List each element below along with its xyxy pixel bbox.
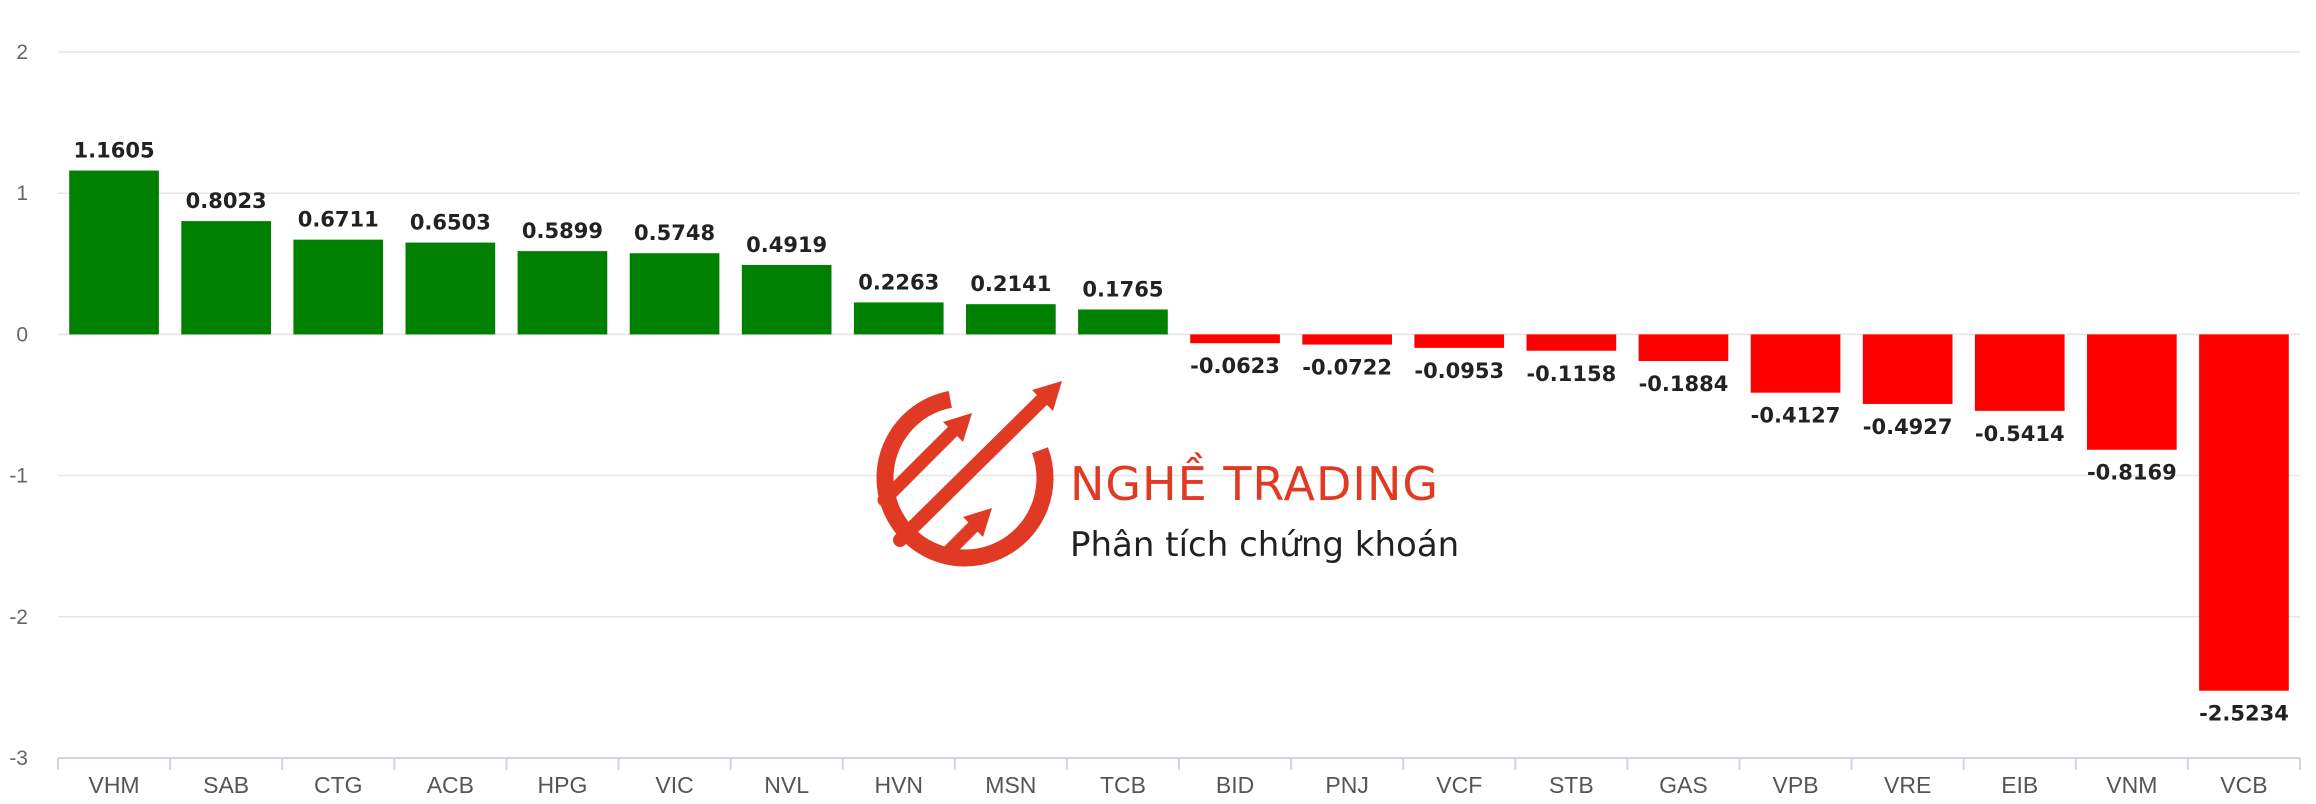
x-tick-label-msn: MSN bbox=[985, 772, 1036, 798]
x-axis: VHM SAB CTG ACB HPG VIC NVL HVN MSN TCB BID PNJ VCF S… bbox=[57, 757, 2301, 798]
data-label-vic: 0.5748 bbox=[634, 221, 715, 245]
data-label-eib: -0.5414 bbox=[1975, 422, 2065, 446]
bar-tcb bbox=[1078, 309, 1168, 335]
x-tick-label-vhm: VHM bbox=[88, 772, 139, 798]
growth-arrows-icon bbox=[876, 381, 1062, 567]
data-label-hpg: 0.5899 bbox=[522, 219, 603, 243]
y-axis: 2 1 0 -1 -2 -3 bbox=[9, 41, 28, 770]
x-tick-label-bid: BID bbox=[1216, 772, 1254, 798]
bar-vcb bbox=[2199, 334, 2289, 691]
x-tick-label-nvl: NVL bbox=[764, 772, 809, 798]
data-label-gas: -0.1884 bbox=[1639, 372, 1729, 396]
bar-vre bbox=[1862, 334, 1953, 404]
bar-vic bbox=[629, 253, 720, 335]
y-tick-label: 0 bbox=[16, 323, 28, 346]
x-tick-label-hvn: HVN bbox=[874, 772, 923, 798]
data-labels: 1.1605 0.8023 0.6711 0.6503 0.5899 0.5748 0.49… bbox=[74, 139, 2289, 726]
bar-vcf bbox=[1414, 334, 1505, 348]
data-label-nvl: 0.4919 bbox=[746, 233, 827, 257]
x-tick-label-vpb: VPB bbox=[1773, 772, 1819, 798]
y-tick-label: -1 bbox=[9, 465, 28, 488]
x-tick-label-tcb: TCB bbox=[1100, 772, 1146, 798]
bar-gas bbox=[1638, 334, 1729, 362]
bar-pnj bbox=[1302, 334, 1392, 345]
bar-eib bbox=[1974, 334, 2065, 411]
bar-vhm bbox=[69, 170, 159, 335]
x-tick-label-vcb: VCB bbox=[2220, 772, 2267, 798]
x-tick-label-vcf: VCF bbox=[1436, 772, 1482, 798]
data-label-vcf: -0.0953 bbox=[1414, 359, 1504, 383]
data-label-vcb: -2.5234 bbox=[2199, 702, 2289, 726]
bar-ctg bbox=[293, 239, 384, 335]
bar-msn bbox=[966, 304, 1056, 335]
bar-bid bbox=[1190, 334, 1280, 344]
bar-hvn bbox=[853, 302, 944, 335]
x-tick-label-eib: EIB bbox=[2001, 772, 2038, 798]
data-label-vnm: -0.8169 bbox=[2087, 461, 2177, 485]
x-tick-label-sab: SAB bbox=[203, 772, 249, 798]
y-tick-label: 1 bbox=[16, 182, 28, 205]
x-tick-label-ctg: CTG bbox=[314, 772, 363, 798]
x-tick-label-vnm: VNM bbox=[2106, 772, 2157, 798]
data-label-bid: -0.0623 bbox=[1190, 354, 1280, 378]
y-tick-label: 2 bbox=[16, 41, 28, 64]
watermark-tagline: Phân tích chứng khoán bbox=[1070, 525, 1459, 565]
x-tick-label-stb: STB bbox=[1549, 772, 1594, 798]
y-tick-label: -3 bbox=[9, 747, 28, 770]
data-label-vre: -0.4927 bbox=[1863, 415, 1953, 439]
x-tick-label-gas: GAS bbox=[1659, 772, 1708, 798]
bar-acb bbox=[405, 242, 496, 335]
data-label-pnj: -0.0722 bbox=[1302, 356, 1392, 380]
x-tick-label-vic: VIC bbox=[655, 772, 693, 798]
bar-nvl bbox=[741, 264, 832, 335]
data-label-vpb: -0.4127 bbox=[1751, 404, 1841, 428]
data-label-hvn: 0.2263 bbox=[858, 270, 939, 294]
data-label-sab: 0.8023 bbox=[186, 189, 267, 213]
data-label-acb: 0.6503 bbox=[410, 211, 491, 235]
bar-vpb bbox=[1750, 334, 1841, 393]
bars bbox=[69, 170, 2289, 691]
watermark-logo: NGHỀ TRADING Phân tích chứng khoán bbox=[876, 381, 1459, 567]
watermark-brand: NGHỀ TRADING bbox=[1070, 452, 1439, 511]
x-tick-label-acb: ACB bbox=[427, 772, 474, 798]
data-label-msn: 0.2141 bbox=[970, 272, 1051, 296]
bar-vnm bbox=[2087, 334, 2177, 450]
bar-sab bbox=[181, 221, 271, 335]
bar-hpg bbox=[517, 251, 608, 335]
x-tick-label-hpg: HPG bbox=[538, 772, 588, 798]
bar-stb bbox=[1526, 334, 1617, 351]
x-tick-label-vre: VRE bbox=[1884, 772, 1931, 798]
data-label-vhm: 1.1605 bbox=[74, 139, 155, 163]
data-label-tcb: 0.1765 bbox=[1082, 277, 1163, 301]
y-tick-label: -2 bbox=[9, 606, 28, 629]
data-label-stb: -0.1158 bbox=[1526, 362, 1616, 386]
data-label-ctg: 0.6711 bbox=[298, 208, 379, 232]
x-tick-label-pnj: PNJ bbox=[1325, 772, 1368, 798]
